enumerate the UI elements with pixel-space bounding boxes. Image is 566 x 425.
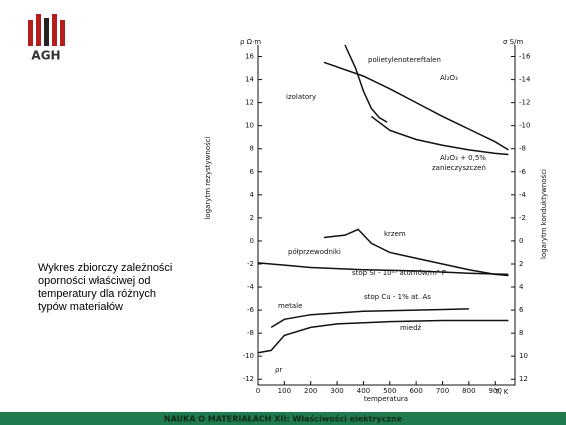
curve — [370, 115, 509, 156]
logo: AGH — [28, 14, 65, 63]
axes — [257, 45, 516, 386]
annotation: polietylenotereftalen — [368, 56, 441, 64]
annotation: stop Cu - 1% at. As — [364, 293, 431, 301]
y2-tick-label: -16 — [519, 53, 531, 61]
footer: NAUKA O MATERIAŁACH XII: Właściwości ele… — [164, 414, 403, 424]
y2-tick-label: -4 — [519, 191, 527, 199]
y-tick-label: 12 — [245, 99, 254, 107]
curve — [344, 44, 388, 123]
annotation: metale — [278, 302, 302, 310]
x-tick-label: 900 — [489, 387, 502, 395]
y-tick-label: -6 — [247, 306, 255, 314]
annotation: miedź — [400, 324, 422, 332]
y-tick-label: 10 — [245, 122, 254, 130]
annotation: stop Si - 10²³ atomów/m³ P — [352, 269, 446, 277]
y2-tick-label: -12 — [519, 99, 530, 107]
annotation: zanieczyszczeń — [432, 164, 486, 172]
x-tick-label: 100 — [278, 387, 291, 395]
y2-tick-label: 0 — [519, 237, 523, 245]
y-unit: ρ Ω·m — [240, 38, 261, 46]
annotation: ρr — [275, 366, 282, 374]
annotation: Al₂O₃ — [440, 74, 458, 82]
y2-tick-label: 8 — [519, 329, 523, 337]
logo-text: AGH — [31, 49, 60, 63]
y2-tick-label: 10 — [519, 352, 528, 360]
desc-line: temperatury dla różnych — [38, 288, 156, 300]
y-tick-label: 14 — [245, 76, 254, 84]
y2-axis-label: logarytm konduktywności — [540, 169, 548, 259]
annotation: krzem — [384, 230, 406, 238]
y-tick-label: -10 — [243, 352, 254, 360]
y2-tick-label: -14 — [519, 76, 531, 84]
y2-tick-label: -8 — [519, 145, 526, 153]
curve — [323, 228, 509, 277]
y2-tick-label: 4 — [519, 283, 524, 291]
x-unit: T, K — [494, 388, 509, 396]
y-tick-label: -8 — [247, 329, 254, 337]
curve — [257, 262, 509, 276]
x-axis-label: temperatura — [364, 395, 408, 403]
x-tick-label: 200 — [304, 387, 317, 395]
y-tick-label: 6 — [250, 168, 255, 176]
y-tick-label: 16 — [245, 53, 254, 61]
x-tick-label: 0 — [256, 387, 260, 395]
y-tick-label: 8 — [250, 145, 254, 153]
annotation: Al₂O₃ + 0,5% — [440, 154, 486, 162]
annotation: izolatory — [286, 93, 316, 101]
annotation: półprzewodniki — [288, 248, 341, 256]
y2-unit: σ S/m — [503, 38, 523, 46]
x-tick-label: 800 — [462, 387, 475, 395]
y2-tick-label: 12 — [519, 375, 528, 383]
y-tick-label: 2 — [250, 214, 254, 222]
curve — [257, 319, 509, 354]
x-tick-label: 700 — [436, 387, 449, 395]
footer-bar — [0, 412, 566, 425]
y2-tick-label: -10 — [519, 122, 530, 130]
x-tick-label: 500 — [383, 387, 396, 395]
description: Wykres zbiorczy zależności oporności wła… — [38, 262, 172, 314]
x-tick-label: 300 — [330, 387, 343, 395]
y-tick-label: -2 — [247, 260, 254, 268]
x-tick-label: 400 — [357, 387, 370, 395]
y-axis-label: logarytm rezystywności — [204, 136, 212, 219]
desc-line: oporności właściwej od — [38, 275, 151, 287]
y-tick-label: 4 — [250, 191, 255, 199]
desc-line: typów materiałów — [38, 301, 123, 313]
y-tick-label: -12 — [243, 375, 254, 383]
curve — [270, 308, 469, 329]
y2-tick-label: -6 — [519, 168, 527, 176]
desc-line: Wykres zbiorczy zależności — [38, 262, 173, 274]
curve — [323, 61, 509, 151]
y2-tick-label: 2 — [519, 260, 523, 268]
y-tick-label: -4 — [247, 283, 255, 291]
y-tick-label: 0 — [250, 237, 254, 245]
y2-tick-label: 6 — [519, 306, 524, 314]
x-tick-label: 600 — [409, 387, 422, 395]
y2-tick-label: -2 — [519, 214, 526, 222]
